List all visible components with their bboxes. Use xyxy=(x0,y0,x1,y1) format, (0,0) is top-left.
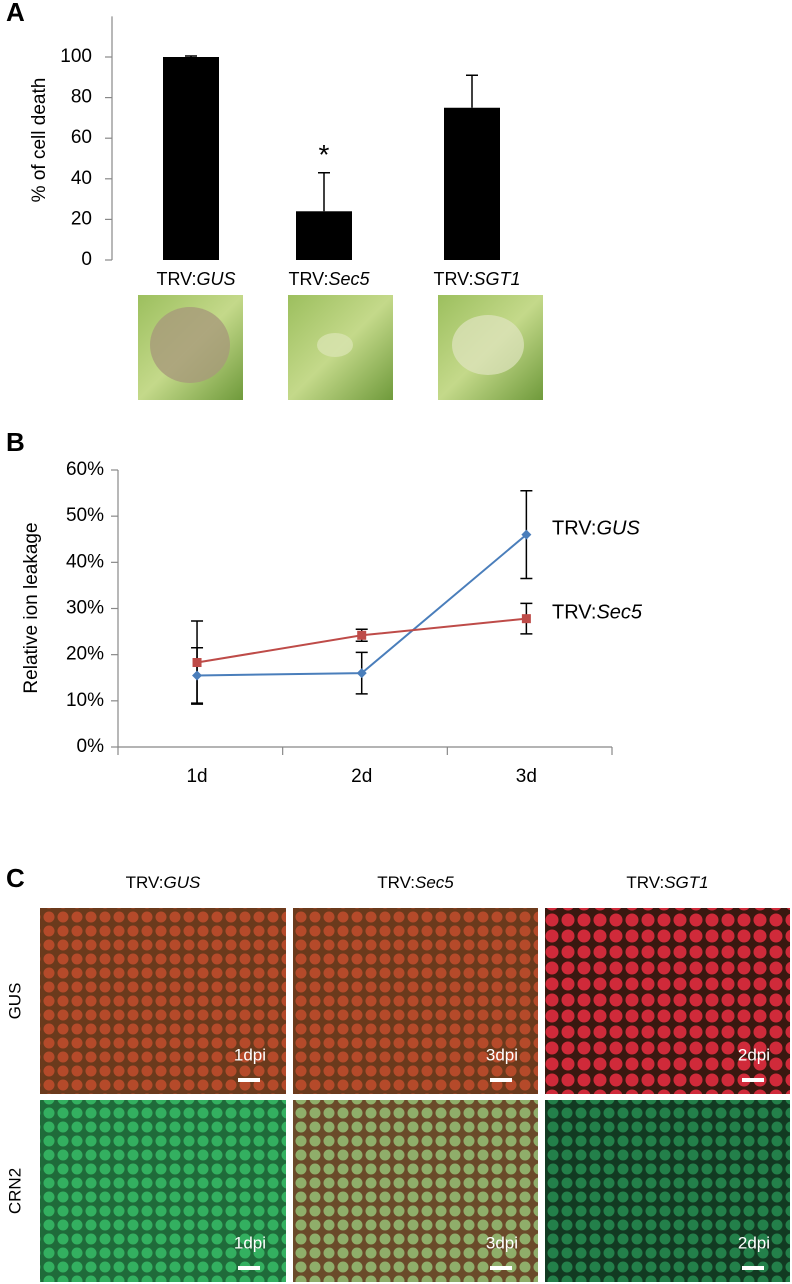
x-tick-label: 2d xyxy=(351,766,372,787)
micrographs xyxy=(40,908,790,1282)
point xyxy=(357,630,367,640)
error-bar xyxy=(466,74,478,108)
x-tick-label: TRV:GUS xyxy=(156,269,235,289)
y-tick-label: 10% xyxy=(66,690,104,711)
micrograph xyxy=(545,1100,790,1282)
time-label: 2dpi xyxy=(738,1233,770,1252)
point xyxy=(521,529,532,540)
row-label: GUS xyxy=(5,983,24,1020)
micrograph xyxy=(40,908,286,1094)
time-label: 3dpi xyxy=(486,1045,518,1064)
scale-bar xyxy=(238,1078,260,1082)
y-tick-label: 20% xyxy=(66,644,104,665)
column-title: TRV:Sec5 xyxy=(377,873,454,892)
x-tick-label: 3d xyxy=(516,766,537,787)
y-axis-title: % of cell death xyxy=(29,78,50,203)
bar xyxy=(444,107,500,260)
point xyxy=(192,670,203,681)
y-tick-label: 100 xyxy=(60,46,92,67)
y-tick-label: 0 xyxy=(81,249,92,270)
panel-label: A xyxy=(6,0,25,27)
y-tick-label: 40% xyxy=(66,551,104,572)
bar xyxy=(296,211,352,260)
column-title: TRV:SGT1 xyxy=(626,873,708,892)
micrograph xyxy=(545,908,790,1094)
scale-bar xyxy=(490,1266,512,1270)
time-label: 2dpi xyxy=(738,1045,770,1064)
time-label: 1dpi xyxy=(234,1233,266,1252)
y-tick-label: 0% xyxy=(77,736,105,757)
row-label: CRN2 xyxy=(5,1168,24,1214)
panel-label: B xyxy=(6,427,25,457)
column-title: TRV:GUS xyxy=(126,873,201,892)
error-bar xyxy=(185,55,197,57)
scale-bar xyxy=(742,1078,764,1082)
y-tick-label: 80 xyxy=(71,87,92,108)
micrograph xyxy=(293,908,538,1094)
error-bar xyxy=(318,171,330,212)
y-tick-label: 30% xyxy=(66,598,104,619)
x-tick-label: TRV:Sec5 xyxy=(288,269,370,289)
time-label: 3dpi xyxy=(486,1233,518,1252)
lesion xyxy=(150,307,230,383)
leaf-images xyxy=(138,295,543,400)
point xyxy=(521,614,531,624)
scale-bar xyxy=(238,1266,260,1270)
micrograph xyxy=(40,1100,286,1282)
y-tick-label: 60 xyxy=(71,127,92,148)
micrograph xyxy=(293,1100,538,1282)
annotation: * xyxy=(319,139,330,170)
panel-label: C xyxy=(6,863,25,893)
lesion xyxy=(452,315,524,375)
point xyxy=(192,658,202,668)
legend-label: TRV:GUS xyxy=(552,518,640,540)
y-tick-label: 60% xyxy=(66,459,104,480)
x-tick-label: TRV:SGT1 xyxy=(433,269,520,289)
scale-bar xyxy=(490,1078,512,1082)
scale-bar xyxy=(742,1266,764,1270)
time-label: 1dpi xyxy=(234,1045,266,1064)
y-tick-label: 20 xyxy=(71,208,92,229)
lesion xyxy=(317,333,353,357)
point xyxy=(356,668,367,679)
y-tick-label: 50% xyxy=(66,505,104,526)
y-axis-title: Relative ion leakage xyxy=(21,522,42,693)
legend-label: TRV:Sec5 xyxy=(552,602,643,624)
y-tick-label: 40 xyxy=(71,168,92,189)
bar xyxy=(163,57,219,260)
x-tick-label: 1d xyxy=(186,766,207,787)
